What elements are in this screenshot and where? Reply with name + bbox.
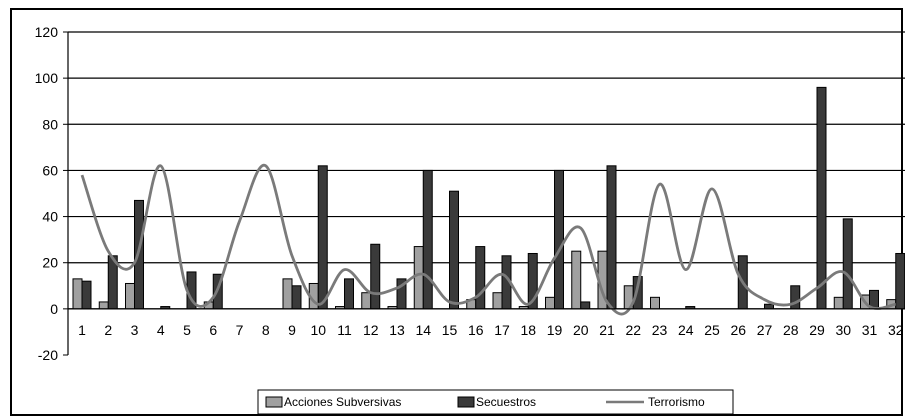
x-tick-label: 15 [442, 322, 458, 338]
legend-label-secuestros: Secuestros [476, 395, 536, 409]
bar-acciones-subversivas [545, 296, 555, 310]
x-tick-label: 19 [547, 322, 563, 338]
y-tick-label: 80 [42, 116, 58, 132]
bar-acciones-subversivas [72, 278, 83, 310]
x-tick-label: 23 [652, 322, 668, 338]
bars-layer [72, 86, 905, 310]
x-tick-label: 3 [131, 322, 139, 338]
bar-secuestros [449, 190, 459, 310]
bar-secuestros [554, 169, 564, 310]
line-layer [80, 164, 897, 316]
x-tick-label: 17 [494, 322, 510, 338]
x-tick-label: 30 [835, 322, 851, 338]
bar-secuestros [580, 301, 591, 310]
bar-secuestros [790, 285, 801, 310]
x-tick-label: 4 [157, 322, 165, 338]
x-tick-label: 14 [415, 322, 431, 338]
bar-acciones-subversivas [650, 296, 660, 310]
legend-label-terrorismo: Terrorismo [648, 395, 705, 409]
bar-acciones-subversivas [492, 292, 503, 310]
y-tick-label: -20 [38, 347, 58, 363]
bar-acciones-subversivas [571, 250, 582, 310]
bar-secuestros [895, 252, 905, 310]
bar-acciones-subversivas [125, 282, 135, 310]
legend-swatch-acciones [265, 396, 283, 408]
bar-secuestros [606, 165, 617, 310]
bar-secuestros [134, 199, 144, 310]
x-axis: 1 2 3 4 5 6 7 8 9 10 11 12 13 14 15 16 17 18 19 20 21 22 23 24 2… [68, 308, 905, 338]
bar-secuestros [475, 246, 486, 310]
bar-secuestros [370, 243, 381, 310]
x-tick-label: 10 [310, 322, 326, 338]
y-tick-label: 20 [42, 255, 58, 271]
x-tick-label: 27 [757, 322, 773, 338]
legend-box [257, 389, 734, 415]
x-tick-label: 1 [78, 322, 86, 338]
chart-frame: -20 0 20 40 60 80 100 120 1 2 3 4 5 6 7 8 9 10 11 12 13 14 15… [10, 8, 905, 416]
x-tick-label: 22 [625, 322, 641, 338]
x-tick-label: 26 [730, 322, 746, 338]
y-axis: -20 0 20 40 60 80 100 120 [35, 24, 69, 363]
x-tick-label: 8 [262, 322, 270, 338]
y-tick-label: 40 [42, 209, 58, 225]
x-tick-label: 13 [389, 322, 405, 338]
x-tick-label: 7 [236, 322, 244, 338]
x-tick-label: 18 [520, 322, 536, 338]
x-tick-label: 31 [862, 322, 878, 338]
x-tick-label: 9 [288, 322, 296, 338]
x-tick-label: 11 [337, 322, 352, 338]
x-tick-label: 16 [468, 322, 484, 338]
x-tick-label: 2 [104, 322, 112, 338]
y-tick-label: 0 [50, 301, 58, 317]
bar-acciones-subversivas [98, 301, 109, 310]
bar-secuestros [317, 165, 328, 310]
x-tick-label: 21 [599, 322, 615, 338]
bar-secuestros [291, 285, 302, 310]
x-tick-label: 28 [783, 322, 799, 338]
bar-acciones-subversivas [833, 296, 844, 310]
bar-secuestros [422, 169, 433, 310]
bar-acciones-subversivas [413, 246, 424, 310]
gridlines [68, 31, 905, 310]
bar-acciones-subversivas [361, 292, 372, 310]
y-tick-label: 100 [35, 70, 59, 86]
legend: Acciones Subversivas Secuestros Terroris… [257, 389, 734, 415]
x-tick-label: 32 [888, 322, 904, 338]
bar-secuestros [344, 278, 354, 310]
x-tick-label: 29 [809, 322, 825, 338]
x-tick-label: 12 [363, 322, 379, 338]
bar-secuestros [764, 303, 774, 310]
x-tick-label: 6 [209, 322, 217, 338]
series-line-terrorismo [80, 164, 897, 316]
y-tick-label: 60 [42, 162, 58, 178]
bar-secuestros [81, 280, 92, 310]
bar-secuestros [816, 86, 827, 310]
legend-label-acciones: Acciones Subversivas [284, 395, 401, 409]
x-tick-label: 25 [704, 322, 720, 338]
legend-swatch-secuestros [457, 396, 475, 408]
y-tick-label: 120 [35, 24, 59, 40]
x-tick-label: 24 [678, 322, 694, 338]
x-tick-label: 20 [573, 322, 589, 338]
bar-acciones-subversivas [282, 278, 293, 310]
x-tick-label: 5 [183, 322, 191, 338]
bar-secuestros [842, 218, 853, 310]
